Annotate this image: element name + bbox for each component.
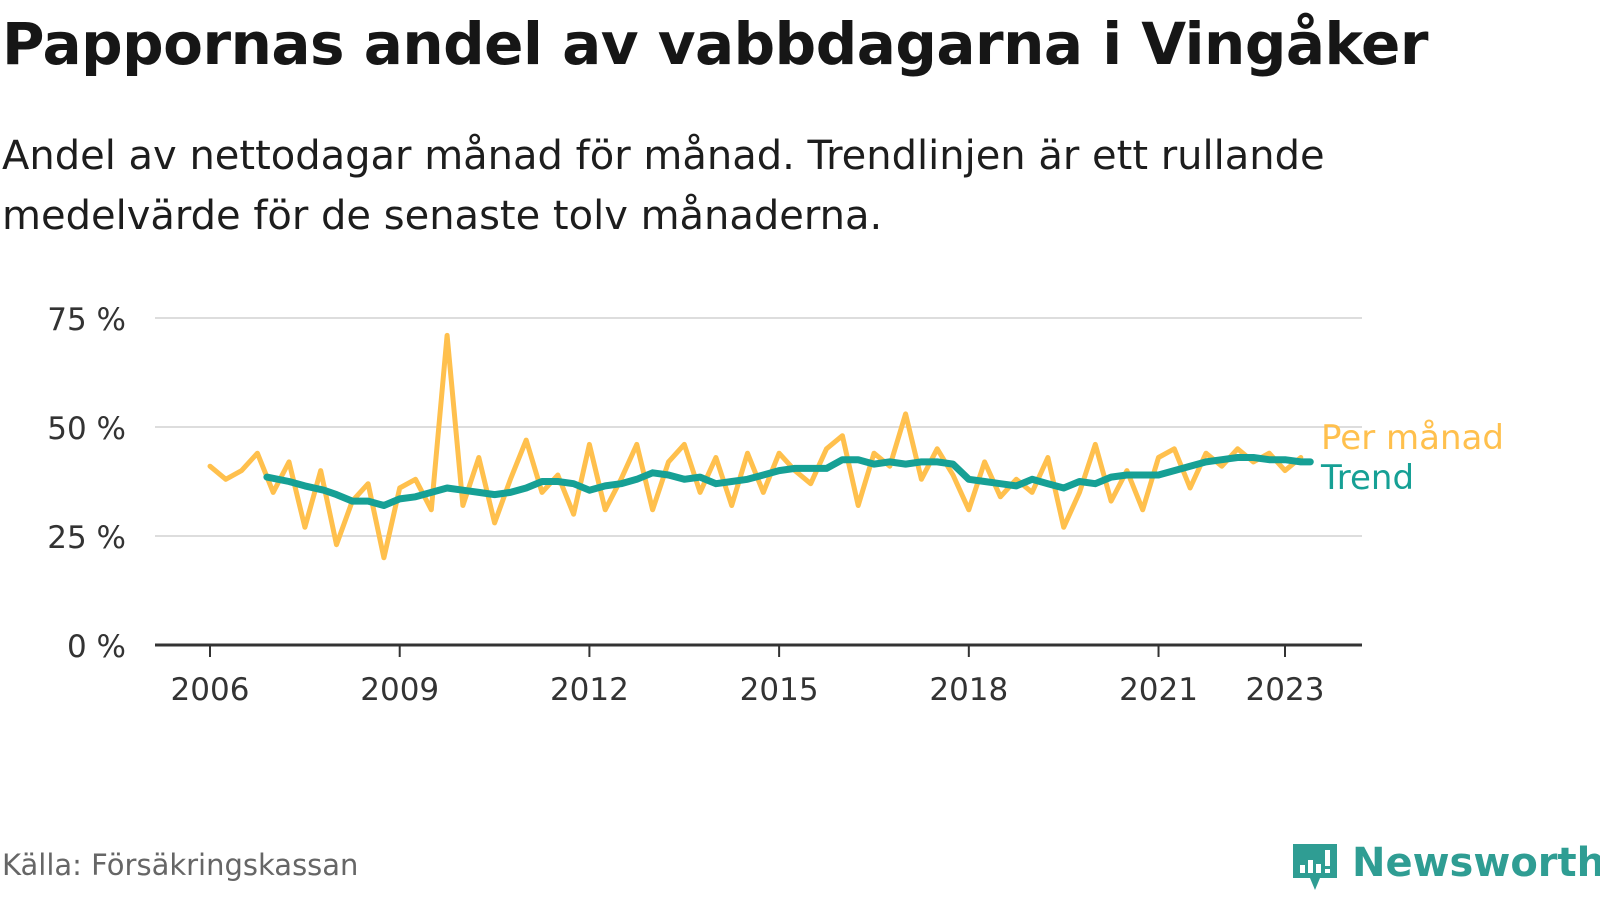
line-chart: 0 % 25 % 50 % 75 % 2006 2009 2012 2015 2018 2021… (47, 302, 1504, 708)
x-tick-label: 2015 (740, 672, 819, 708)
brand-name: Newsworthy (1352, 840, 1600, 886)
y-tick-label: 50 % (47, 411, 126, 447)
chart-subtitle: Andel av nettodagar månad för månad. Tre… (2, 133, 1325, 239)
series-label: Per månad (1321, 418, 1504, 458)
source-note: Källa: Försäkringskassan (2, 848, 359, 882)
y-axis-tick-labels: 0 % 25 % 50 % 75 % (47, 302, 126, 665)
x-tick-label: 2021 (1119, 672, 1198, 708)
series-lines (207, 332, 1314, 561)
brand[interactable]: Newsworthy (1290, 840, 1600, 900)
x-tick-label: 2009 (360, 672, 439, 708)
series-line-trend (263, 454, 1314, 509)
y-tick-label: 75 % (47, 302, 126, 338)
gridlines (155, 317, 1362, 657)
newsworthy-logo-icon (1293, 844, 1337, 890)
x-tick-label: 2018 (929, 672, 1008, 708)
x-tick-label: 2012 (550, 672, 629, 708)
chart-title: Pappornas andel av vabbdagarna i Vingåke… (2, 10, 1428, 78)
x-axis-tick-labels: 2006 2009 2012 2015 2018 2021 2023 (171, 672, 1325, 708)
series-line-per-manad (207, 332, 1304, 561)
x-tick-label: 2023 (1246, 672, 1325, 708)
y-tick-label: 0 % (67, 629, 126, 665)
x-tick-label: 2006 (171, 672, 250, 708)
series-label: Trend (1320, 458, 1414, 498)
y-tick-label: 25 % (47, 520, 126, 556)
